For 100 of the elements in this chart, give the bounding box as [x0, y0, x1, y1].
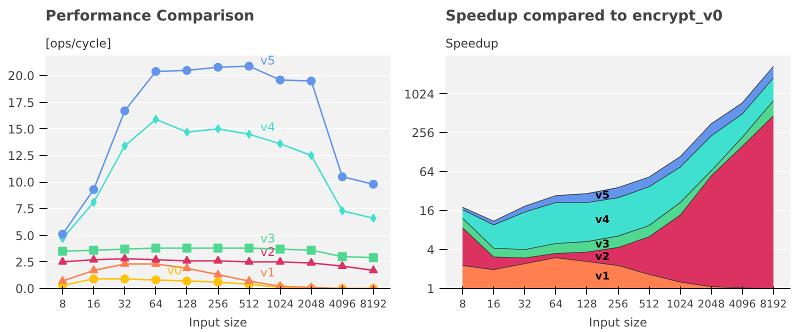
- y-axis-title: [ops/cycle]: [46, 36, 112, 50]
- point: [152, 114, 160, 124]
- point: [58, 256, 68, 265]
- x-tick-label: 1024: [666, 298, 694, 310]
- x-tick-label: 16: [86, 298, 101, 310]
- x-tick-label: 256: [608, 298, 628, 310]
- point: [244, 62, 254, 71]
- chart-title: Speedup compared to encrypt_v0: [446, 8, 723, 24]
- chart-title: Performance Comparison: [46, 8, 254, 24]
- point: [89, 246, 98, 255]
- point: [182, 66, 192, 75]
- point: [182, 256, 192, 264]
- point: [306, 258, 316, 266]
- x-tick-label: 4096: [328, 298, 356, 310]
- point: [276, 256, 285, 265]
- series-label: v1: [260, 266, 276, 280]
- point: [244, 244, 254, 253]
- x-tick-label: 8: [59, 298, 66, 310]
- y-tick-label: 5.0: [15, 228, 35, 243]
- x-tick-label: 64: [149, 298, 163, 310]
- y-tick-label: 17.5: [8, 96, 34, 110]
- x-tick-label: 512: [638, 298, 660, 310]
- y-tick-label: 4: [426, 243, 435, 258]
- point: [244, 276, 254, 284]
- point: [214, 278, 222, 287]
- point: [151, 66, 160, 76]
- x-tick-label: 16: [486, 298, 501, 310]
- x-tick-label: 128: [176, 298, 198, 310]
- point: [276, 75, 285, 84]
- point: [58, 276, 68, 284]
- series-label: v1: [595, 269, 610, 282]
- point: [276, 139, 284, 148]
- y-tick-label: 256: [412, 126, 434, 140]
- point: [151, 254, 160, 263]
- y-tick-label: 0.0: [15, 282, 35, 296]
- x-tick-label: 256: [208, 298, 228, 310]
- series-label: v5: [595, 188, 610, 202]
- point: [184, 128, 190, 137]
- point: [182, 276, 192, 286]
- point: [306, 76, 316, 86]
- point: [151, 275, 160, 284]
- y-tick-label: 1: [426, 282, 435, 296]
- x-tick-label: 32: [118, 298, 132, 310]
- x-tick-label: 128: [576, 298, 598, 310]
- x-axis-title: Input size: [188, 316, 248, 330]
- point: [214, 62, 222, 72]
- y-tick-label: 2.5: [15, 255, 35, 270]
- series-label: v3: [260, 231, 276, 246]
- point: [182, 263, 192, 272]
- y-tick-label: 10.0: [8, 176, 34, 190]
- point: [89, 265, 98, 274]
- y-tick-label: 15.0: [8, 122, 34, 136]
- x-tick-label: 64: [549, 298, 563, 310]
- y-tick-label: 64: [419, 165, 435, 180]
- series-label: v4: [260, 120, 276, 134]
- point: [120, 254, 130, 262]
- point: [89, 185, 98, 194]
- point: [182, 244, 192, 253]
- point: [58, 246, 68, 256]
- y-tick-label: 16: [419, 204, 435, 218]
- series-label: v3: [595, 238, 610, 251]
- point: [244, 256, 254, 265]
- point: [89, 254, 98, 263]
- point: [368, 265, 378, 274]
- point: [214, 270, 222, 278]
- point: [214, 124, 222, 134]
- y-axis-title: Speedup: [446, 36, 498, 50]
- point: [368, 253, 378, 262]
- point: [58, 230, 68, 239]
- point: [120, 244, 130, 254]
- point: [89, 274, 98, 284]
- y-tick-label: 12.5: [8, 149, 34, 164]
- point: [151, 244, 160, 253]
- y-tick-label: 1024: [404, 87, 435, 102]
- series-label: v5: [260, 53, 276, 68]
- point: [306, 246, 316, 255]
- x-tick-label: 8192: [360, 298, 387, 310]
- point: [338, 172, 347, 182]
- x-tick-label: 32: [518, 298, 532, 310]
- x-axis-title: Input size: [588, 316, 648, 330]
- point: [120, 106, 130, 116]
- x-tick-label: 512: [238, 298, 260, 310]
- x-tick-label: 8192: [760, 298, 787, 310]
- x-tick-label: 2048: [298, 298, 326, 310]
- x-tick-label: 4096: [728, 298, 756, 310]
- point: [276, 244, 285, 254]
- series-label: v0: [167, 263, 182, 278]
- point: [338, 252, 347, 262]
- point: [368, 180, 378, 189]
- point: [338, 261, 347, 269]
- x-tick-label: 2048: [698, 298, 726, 310]
- x-tick-label: 1024: [266, 298, 294, 310]
- point: [214, 256, 222, 264]
- point: [370, 214, 377, 223]
- y-tick-label: 7.5: [15, 202, 35, 216]
- series-label: v2: [595, 250, 610, 264]
- x-tick-label: 8: [459, 298, 466, 310]
- point: [246, 130, 252, 139]
- point: [120, 274, 130, 284]
- series-label: v4: [595, 212, 610, 226]
